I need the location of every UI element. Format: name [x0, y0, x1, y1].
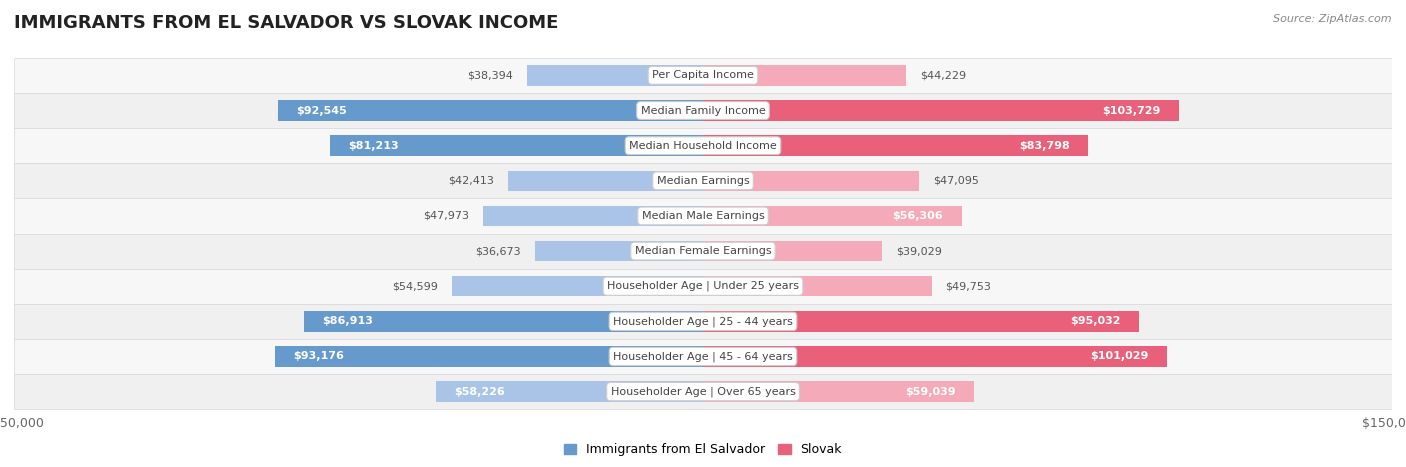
- Text: $47,095: $47,095: [934, 176, 979, 186]
- Bar: [703, 347, 1167, 367]
- Text: Median Earnings: Median Earnings: [657, 176, 749, 186]
- Bar: [703, 100, 1180, 120]
- Bar: [703, 135, 1088, 156]
- FancyBboxPatch shape: [14, 163, 1392, 198]
- Bar: [278, 100, 703, 120]
- FancyBboxPatch shape: [14, 339, 1392, 374]
- Text: Median Family Income: Median Family Income: [641, 106, 765, 115]
- Text: Householder Age | Over 65 years: Householder Age | Over 65 years: [610, 386, 796, 397]
- Text: Median Male Earnings: Median Male Earnings: [641, 211, 765, 221]
- Text: $49,753: $49,753: [945, 281, 991, 291]
- Bar: [703, 241, 882, 261]
- FancyBboxPatch shape: [14, 374, 1392, 409]
- Text: $103,729: $103,729: [1102, 106, 1161, 115]
- Text: Householder Age | 25 - 44 years: Householder Age | 25 - 44 years: [613, 316, 793, 326]
- FancyBboxPatch shape: [14, 128, 1392, 163]
- Text: $59,039: $59,039: [905, 387, 956, 396]
- Bar: [276, 347, 703, 367]
- Text: Householder Age | 45 - 64 years: Householder Age | 45 - 64 years: [613, 351, 793, 362]
- Text: $56,306: $56,306: [893, 211, 943, 221]
- Text: $95,032: $95,032: [1070, 316, 1121, 326]
- FancyBboxPatch shape: [14, 93, 1392, 128]
- Text: $36,673: $36,673: [475, 246, 520, 256]
- Text: $42,413: $42,413: [449, 176, 495, 186]
- Text: $83,798: $83,798: [1019, 141, 1070, 151]
- Text: $81,213: $81,213: [349, 141, 399, 151]
- Text: $101,029: $101,029: [1090, 352, 1149, 361]
- Bar: [453, 276, 703, 297]
- Bar: [703, 311, 1139, 332]
- FancyBboxPatch shape: [14, 234, 1392, 269]
- FancyBboxPatch shape: [14, 269, 1392, 304]
- Bar: [482, 206, 703, 226]
- Bar: [304, 311, 703, 332]
- Bar: [703, 206, 962, 226]
- Bar: [703, 382, 974, 402]
- Text: $54,599: $54,599: [392, 281, 439, 291]
- Bar: [527, 65, 703, 85]
- Text: $38,394: $38,394: [467, 71, 513, 80]
- Bar: [534, 241, 703, 261]
- Bar: [508, 170, 703, 191]
- Text: Per Capita Income: Per Capita Income: [652, 71, 754, 80]
- Text: $39,029: $39,029: [896, 246, 942, 256]
- FancyBboxPatch shape: [14, 304, 1392, 339]
- Text: $93,176: $93,176: [294, 352, 344, 361]
- Text: $86,913: $86,913: [322, 316, 373, 326]
- Text: Householder Age | Under 25 years: Householder Age | Under 25 years: [607, 281, 799, 291]
- Bar: [703, 276, 932, 297]
- Text: $47,973: $47,973: [423, 211, 468, 221]
- Bar: [703, 65, 905, 85]
- Text: IMMIGRANTS FROM EL SALVADOR VS SLOVAK INCOME: IMMIGRANTS FROM EL SALVADOR VS SLOVAK IN…: [14, 14, 558, 32]
- Text: $92,545: $92,545: [297, 106, 347, 115]
- FancyBboxPatch shape: [14, 58, 1392, 93]
- Bar: [330, 135, 703, 156]
- Bar: [703, 170, 920, 191]
- Text: $44,229: $44,229: [920, 71, 966, 80]
- Text: Median Household Income: Median Household Income: [628, 141, 778, 151]
- Text: Source: ZipAtlas.com: Source: ZipAtlas.com: [1274, 14, 1392, 24]
- Text: $58,226: $58,226: [454, 387, 505, 396]
- Bar: [436, 382, 703, 402]
- Legend: Immigrants from El Salvador, Slovak: Immigrants from El Salvador, Slovak: [560, 439, 846, 461]
- Text: Median Female Earnings: Median Female Earnings: [634, 246, 772, 256]
- FancyBboxPatch shape: [14, 198, 1392, 234]
